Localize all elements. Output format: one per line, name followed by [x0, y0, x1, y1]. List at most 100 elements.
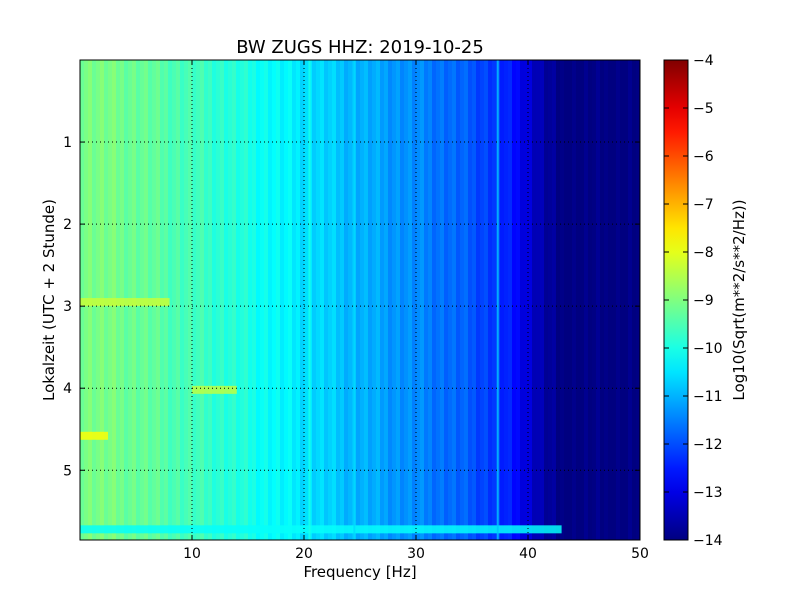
- heatmap-column: [488, 60, 493, 540]
- colorbar-tick-label: −5: [693, 101, 714, 117]
- heatmap-column: [372, 60, 377, 540]
- heatmap-column: [588, 60, 593, 540]
- heatmap-column: [448, 60, 453, 540]
- heatmap-column: [572, 60, 577, 540]
- heatmap-column: [404, 60, 409, 540]
- heatmap-column: [312, 60, 317, 540]
- heatmap-column: [472, 60, 477, 540]
- heatmap-column: [580, 60, 585, 540]
- heatmap-column: [400, 60, 405, 540]
- heatmap-column: [636, 60, 640, 540]
- heatmap-column: [392, 60, 397, 540]
- heatmap-column: [560, 60, 565, 540]
- heatmap-band: [80, 431, 108, 440]
- y-tick-label: 4: [63, 381, 72, 397]
- colorbar-tick-label: −12: [693, 437, 723, 453]
- x-tick-label: 20: [295, 546, 313, 562]
- heatmap-column: [320, 60, 325, 540]
- heatmap-column: [544, 60, 549, 540]
- heatmap-column: [272, 60, 277, 540]
- heatmap-column: [452, 60, 457, 540]
- spectrogram-heatmap: [80, 60, 640, 540]
- y-tick-label: 5: [63, 463, 72, 479]
- heatmap-column: [564, 60, 569, 540]
- heatmap-column: [256, 60, 261, 540]
- heatmap-column: [376, 60, 381, 540]
- heatmap-column: [476, 60, 481, 540]
- heatmap-column: [252, 60, 257, 540]
- y-axis-ticks: 1 2 3 4 5: [63, 135, 640, 479]
- heatmap-column: [600, 60, 605, 540]
- heatmap-band: [80, 525, 562, 534]
- heatmap-column: [348, 60, 353, 540]
- heatmap-column: [612, 60, 617, 540]
- x-tick-label: 30: [407, 546, 425, 562]
- heatmap-column: [624, 60, 629, 540]
- heatmap-column: [616, 60, 621, 540]
- heatmap-column: [440, 60, 445, 540]
- colorbar-tick-label: −13: [693, 485, 723, 501]
- heatmap-column: [188, 60, 193, 540]
- heatmap-column: [520, 60, 525, 540]
- heatmap-column: [336, 60, 341, 540]
- heatmap-column: [500, 60, 505, 540]
- colorbar-tick-label: −10: [693, 341, 723, 357]
- heatmap-column: [592, 60, 597, 540]
- colorbar-tick-label: −6: [693, 149, 714, 165]
- heatmap-column: [524, 60, 529, 540]
- heatmap-column: [576, 60, 581, 540]
- heatmap-column: [232, 60, 237, 540]
- heatmap-column: [368, 60, 373, 540]
- heatmap-column: [200, 60, 205, 540]
- y-tick-label: 2: [63, 217, 72, 233]
- heatmap-column: [412, 60, 417, 540]
- heatmap-column: [224, 60, 229, 540]
- heatmap-column: [456, 60, 461, 540]
- heatmap-column: [208, 60, 213, 540]
- heatmap-column: [212, 60, 217, 540]
- heatmap-column: [228, 60, 233, 540]
- heatmap-column: [288, 60, 293, 540]
- chart-title: BW ZUGS HHZ: 2019-10-25: [236, 37, 484, 58]
- heatmap-band: [192, 385, 237, 394]
- heatmap-column: [172, 60, 177, 540]
- heatmap-column: [248, 60, 253, 540]
- heatmap-column: [480, 60, 485, 540]
- heatmap-column: [276, 60, 281, 540]
- heatmap-column: [484, 60, 489, 540]
- colorbar-tick-label: −14: [693, 533, 723, 549]
- heatmap-column: [260, 60, 265, 540]
- colorbar-tick-label: −9: [693, 293, 714, 309]
- heatmap-column: [552, 60, 557, 540]
- heatmap-column: [184, 60, 189, 540]
- heatmap-column: [356, 60, 361, 540]
- heatmap-column: [196, 60, 201, 540]
- heatmap-column: [324, 60, 329, 540]
- colorbar-label: Log10(Sqrt(m**2/s**2/Hz)): [730, 199, 748, 400]
- heatmap-column: [468, 60, 473, 540]
- heatmap-column: [596, 60, 601, 540]
- heatmap-column: [416, 60, 421, 540]
- heatmap-column: [604, 60, 609, 540]
- heatmap-column: [284, 60, 289, 540]
- heatmap-column: [548, 60, 553, 540]
- heatmap-column: [540, 60, 545, 540]
- heatmap-column: [556, 60, 561, 540]
- heatmap-column: [396, 60, 401, 540]
- heatmap-spectral-line: [496, 60, 499, 540]
- heatmap-column: [436, 60, 441, 540]
- heatmap-column: [292, 60, 297, 540]
- heatmap-column: [388, 60, 393, 540]
- y-tick-label: 1: [63, 135, 72, 151]
- x-axis-ticks: 10 20 30 40 50: [183, 60, 649, 562]
- heatmap-column: [536, 60, 541, 540]
- heatmap-column: [240, 60, 245, 540]
- x-tick-label: 40: [519, 546, 537, 562]
- heatmap-column: [568, 60, 573, 540]
- heatmap-column: [340, 60, 345, 540]
- heatmap-column: [512, 60, 517, 540]
- x-axis-label: Frequency [Hz]: [303, 563, 416, 581]
- heatmap-column: [316, 60, 321, 540]
- heatmap-band: [80, 298, 170, 307]
